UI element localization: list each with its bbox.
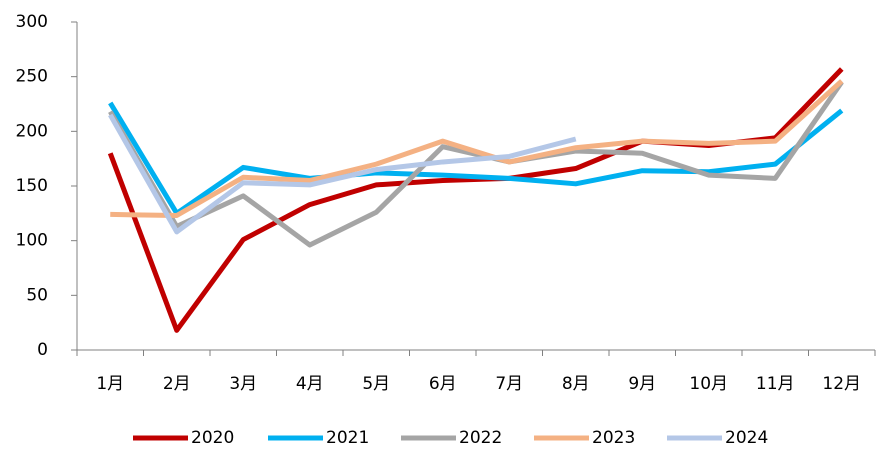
x-tick-label: 4月 (296, 374, 324, 394)
x-tick-label: 5月 (362, 374, 390, 394)
x-tick-label: 6月 (429, 374, 457, 394)
legend-label: 2022 (459, 428, 502, 448)
y-tick-label: 150 (16, 176, 48, 196)
x-tick-label: 12月 (822, 374, 861, 394)
legend-label: 2020 (191, 428, 234, 448)
x-tick-label: 8月 (562, 374, 590, 394)
x-tick-label: 1月 (96, 374, 124, 394)
x-tick-label: 7月 (495, 374, 523, 394)
legend-label: 2024 (725, 428, 768, 448)
x-tick-label: 9月 (628, 374, 656, 394)
legend-label: 2021 (326, 428, 369, 448)
x-tick-label: 2月 (163, 374, 191, 394)
x-tick-label: 10月 (689, 374, 728, 394)
y-tick-label: 100 (16, 231, 48, 251)
series-line (110, 79, 844, 219)
x-tick-label: 3月 (229, 374, 257, 394)
y-tick-label: 250 (16, 67, 48, 87)
y-tick-label: 50 (26, 285, 48, 305)
series-line (108, 113, 577, 235)
x-tick-label: 11月 (756, 374, 795, 394)
y-tick-label: 300 (16, 12, 48, 32)
legend-label: 2023 (592, 428, 635, 448)
y-tick-label: 0 (37, 340, 48, 360)
y-tick-label: 200 (16, 121, 48, 141)
series-line (108, 80, 844, 248)
series-line (108, 101, 844, 216)
